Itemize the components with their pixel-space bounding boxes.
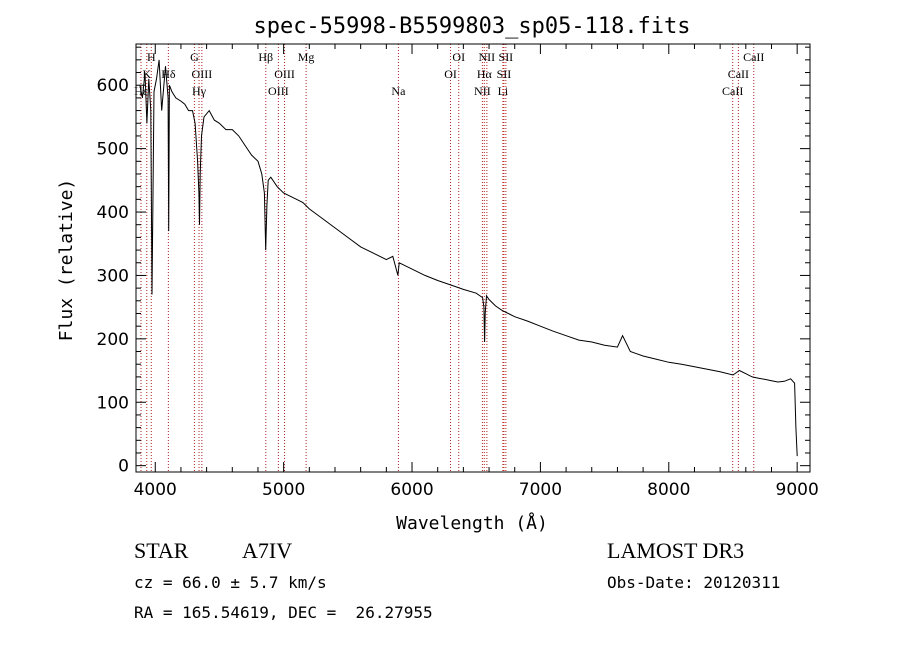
x-tick-label-1: 5000 <box>262 480 305 500</box>
line-label-22: CaII <box>743 50 764 64</box>
line-label-10: Mg <box>298 50 315 64</box>
line-label-5: Hγ <box>192 84 207 98</box>
line-label-8: OIII <box>268 84 289 98</box>
line-label-21: CaII <box>728 67 749 81</box>
line-label-2: H <box>147 50 156 64</box>
y-tick-label-5: 500 <box>97 140 129 160</box>
object-class: STAR <box>134 538 189 563</box>
y-tick-label-4: 400 <box>97 203 129 223</box>
line-label-9: OIII <box>274 67 295 81</box>
line-label-7: Hβ <box>258 50 273 64</box>
emission-line-markers <box>140 44 755 472</box>
line-label-18: SII <box>497 67 512 81</box>
y-axis: 0 100 200 300 400 500 600 <box>97 46 810 477</box>
redshift-value: cz = 66.0 ± 5.7 km/s <box>134 573 327 592</box>
y-tick-label-1: 100 <box>97 393 129 413</box>
spectrum-chart: spec-55998-B5599803_sp05-118.fits 4000 50… <box>56 14 819 534</box>
line-label-14: NII <box>474 84 491 98</box>
y-axis-label: Flux (relative) <box>56 179 77 342</box>
y-tick-label-2: 200 <box>97 330 129 350</box>
line-label-0: Hε <box>134 84 148 98</box>
line-label-12: OI <box>444 67 457 81</box>
line-label-20: CaII <box>722 84 743 98</box>
line-label-15: Hα <box>477 67 493 81</box>
line-label-11: Na <box>391 84 406 98</box>
y-tick-label-3: 300 <box>97 266 129 286</box>
line-label-19: SII <box>499 50 514 64</box>
spectrum-line <box>139 59 798 457</box>
object-subclass: A7IV <box>242 538 293 563</box>
line-label-3: Hδ <box>161 67 176 81</box>
y-tick-label-0: 0 <box>118 457 129 477</box>
line-label-4: G <box>190 50 199 64</box>
chart-title: spec-55998-B5599803_sp05-118.fits <box>253 14 690 39</box>
x-tick-label-4: 8000 <box>647 480 690 500</box>
x-axis: 4000 5000 6000 7000 8000 9000 <box>134 44 819 500</box>
line-label-6: OIII <box>192 67 213 81</box>
x-axis-label: Wavelength (Å) <box>396 512 548 534</box>
observation-date: Obs-Date: 20120311 <box>607 573 781 592</box>
coordinates: RA = 165.54619, DEC = 26.27955 <box>134 603 433 622</box>
survey-name: LAMOST DR3 <box>607 538 745 563</box>
x-tick-label-2: 6000 <box>390 480 433 500</box>
y-tick-label-6: 600 <box>97 76 129 96</box>
x-tick-label-0: 4000 <box>134 480 177 500</box>
plot-frame <box>135 43 811 473</box>
x-tick-label-3: 7000 <box>519 480 562 500</box>
line-label-17: Li <box>498 84 509 98</box>
emission-line-labels: HεKHHδGHγOIIIHβOIIIOIIIMgNaOIOINIIHαNIIL… <box>134 50 764 98</box>
line-label-1: K <box>142 67 151 81</box>
x-tick-label-5: 9000 <box>776 480 819 500</box>
line-label-13: OI <box>452 50 465 64</box>
line-label-16: NII <box>479 50 496 64</box>
